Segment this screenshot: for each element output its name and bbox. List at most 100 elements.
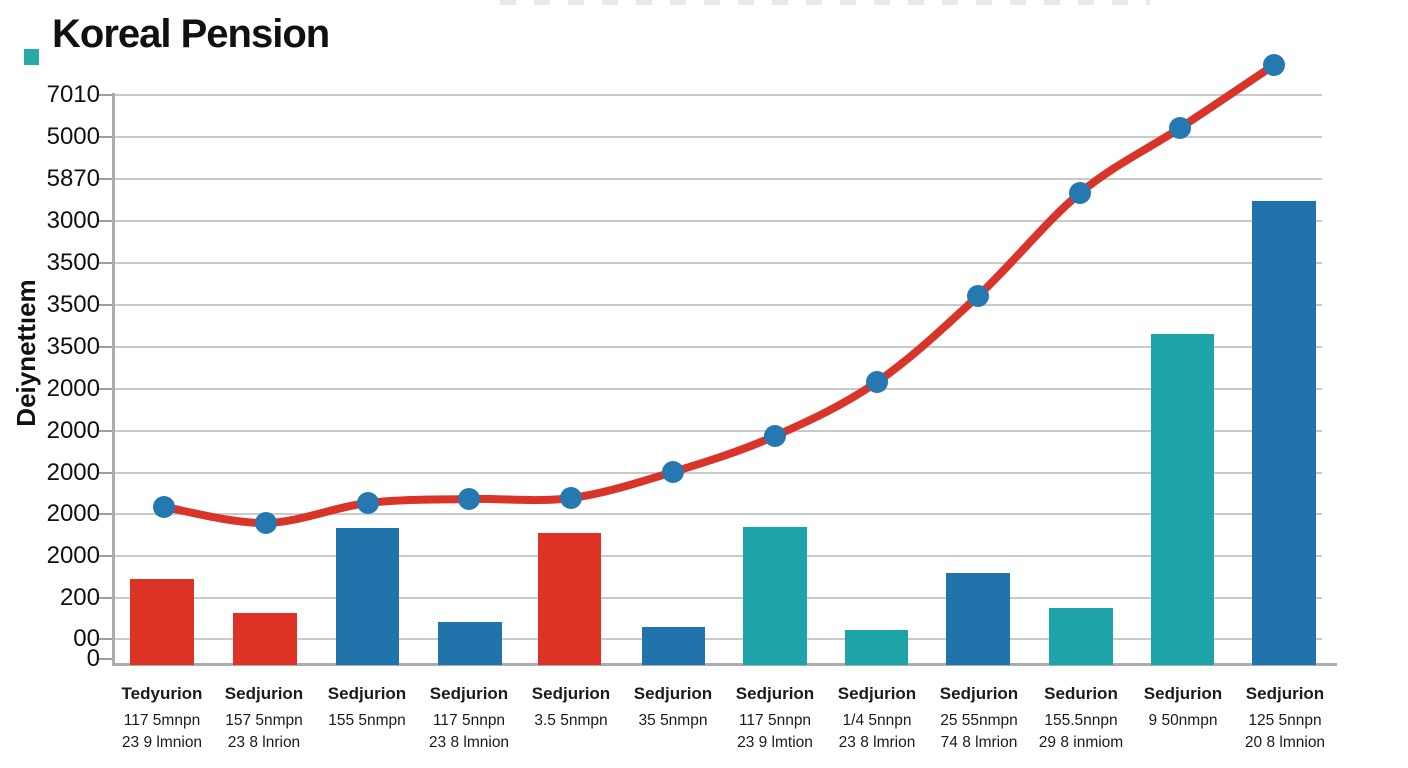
gridline — [112, 638, 1322, 640]
category-name: Sedjurion — [327, 684, 407, 703]
category-sub1: 125 5nnpn — [1248, 712, 1322, 729]
y-axis-tick — [99, 94, 112, 96]
x-category-label: Sedurion 155.5nnpn 29 8 inmiom — [1021, 684, 1141, 753]
line-marker — [1169, 117, 1191, 139]
y-axis-line — [112, 93, 115, 665]
line-marker — [357, 492, 379, 514]
x-category-label: Sedjurion 117 5nnpn 23 8 lmnion — [409, 684, 529, 753]
line-marker — [255, 512, 277, 534]
gridline — [112, 388, 1322, 390]
category-sub2: 23 9 lmnion — [121, 733, 203, 751]
y-tick-label: 2000 — [46, 459, 100, 486]
y-tick-label: 5870 — [46, 165, 100, 192]
category-sub1: 117 5mnpn — [123, 712, 201, 729]
category-name: Sedjurion — [224, 684, 304, 703]
category-sub1: 155 5nmpn — [328, 712, 406, 729]
line-marker — [764, 425, 786, 447]
x-axis-labels: Tedyurion 117 5mnpn 23 9 lmnion Sedjurion 15… — [0, 684, 1408, 768]
x-axis-line — [112, 663, 1337, 666]
y-tick-label: 0 — [86, 645, 100, 672]
y-axis-tick — [99, 220, 112, 222]
bar — [1049, 608, 1113, 665]
y-axis-tick — [99, 262, 112, 264]
bar — [845, 630, 908, 665]
gridline — [112, 94, 1322, 96]
y-axis-tick — [99, 513, 112, 515]
y-tick-label: 2000 — [46, 417, 100, 444]
gridline — [112, 178, 1322, 180]
category-sub2: 23 8 lmrion — [838, 733, 916, 751]
chart-title: Koreal Pension — [52, 12, 330, 56]
bar — [743, 527, 807, 665]
bar — [336, 528, 399, 665]
line-marker — [458, 488, 480, 510]
y-axis-tick — [99, 136, 112, 138]
category-name: Sedjurion — [735, 684, 815, 703]
category-sub1: 3.5 5nmpn — [534, 712, 608, 729]
category-sub1: 35 5nmpn — [638, 712, 708, 729]
x-category-label: Sedjurion 9 50nmpn — [1123, 684, 1243, 732]
line-marker — [153, 496, 175, 518]
category-sub1: 117 5nnpn — [738, 712, 812, 729]
title-bullet-square — [24, 49, 39, 65]
y-axis-tick — [99, 346, 112, 348]
category-sub2: 20 8 lmnion — [1244, 733, 1326, 751]
x-category-label: Sedjurion 157 5nmpn 23 8 lnrion — [204, 684, 324, 753]
top-edge-artifact — [500, 0, 1150, 5]
category-name: Sedjurion — [1143, 684, 1223, 703]
y-tick-label: 00 — [73, 625, 100, 652]
category-name: Sedjurion — [429, 684, 509, 703]
line-marker — [662, 461, 684, 483]
y-tick-label: 200 — [59, 584, 100, 611]
trend-line — [160, 61, 1278, 528]
y-axis-tick — [99, 388, 112, 390]
category-sub1: 9 50nmpn — [1148, 712, 1218, 729]
category-sub2: 23 8 lmnion — [428, 733, 510, 751]
x-category-label: Sedjurion 117 5nnpn 23 9 lmtion — [715, 684, 835, 753]
gridline — [112, 220, 1322, 222]
category-sub2: 74 8 lmrion — [940, 733, 1018, 751]
bar — [946, 573, 1010, 665]
gridline — [112, 136, 1322, 138]
category-sub1: 1/4 5nnpn — [842, 712, 912, 729]
y-axis-tick — [99, 658, 112, 660]
y-tick-label: 7010 — [46, 81, 100, 108]
bar — [438, 622, 502, 665]
category-name: Sedjurion — [939, 684, 1019, 703]
y-tick-label: 3000 — [46, 207, 100, 234]
y-axis-tick — [99, 638, 112, 640]
category-name: Sedjurion — [633, 684, 713, 703]
y-axis-tick — [99, 555, 112, 557]
category-sub2: 23 9 lmtion — [737, 733, 813, 751]
gridline — [112, 430, 1322, 432]
category-sub1: 117 5nnpn — [432, 712, 506, 729]
category-sub1: 25 55nmpn — [940, 712, 1018, 729]
y-axis-tick — [99, 178, 112, 180]
category-name: Sedjurion — [531, 684, 611, 703]
category-sub2: 23 8 lnrion — [227, 733, 301, 751]
gridline — [112, 513, 1322, 515]
line-marker — [866, 371, 888, 393]
gridline — [112, 262, 1322, 264]
line-marker — [1069, 182, 1091, 204]
category-name: Sedurion — [1044, 684, 1118, 703]
bar — [1252, 201, 1316, 665]
y-tick-label: 3500 — [46, 249, 100, 276]
x-category-label: Sedjurion 155 5nmpn — [307, 684, 427, 732]
y-tick-label: 5000 — [46, 123, 100, 150]
y-axis-tick — [99, 597, 112, 599]
category-sub1: 157 5nmpn — [225, 712, 303, 729]
bar — [130, 579, 194, 665]
line-marker — [560, 487, 582, 509]
bar — [233, 613, 297, 665]
category-name: Sedjurion — [1245, 684, 1325, 703]
category-name: Sedjurion — [837, 684, 917, 703]
gridline — [112, 597, 1322, 599]
gridline — [112, 555, 1322, 557]
x-category-label: Sedjurion 35 5nmpn — [613, 684, 733, 732]
y-tick-label: 2000 — [46, 375, 100, 402]
y-tick-label: 2000 — [46, 500, 100, 527]
category-sub1: 155.5nnpn — [1044, 712, 1118, 729]
